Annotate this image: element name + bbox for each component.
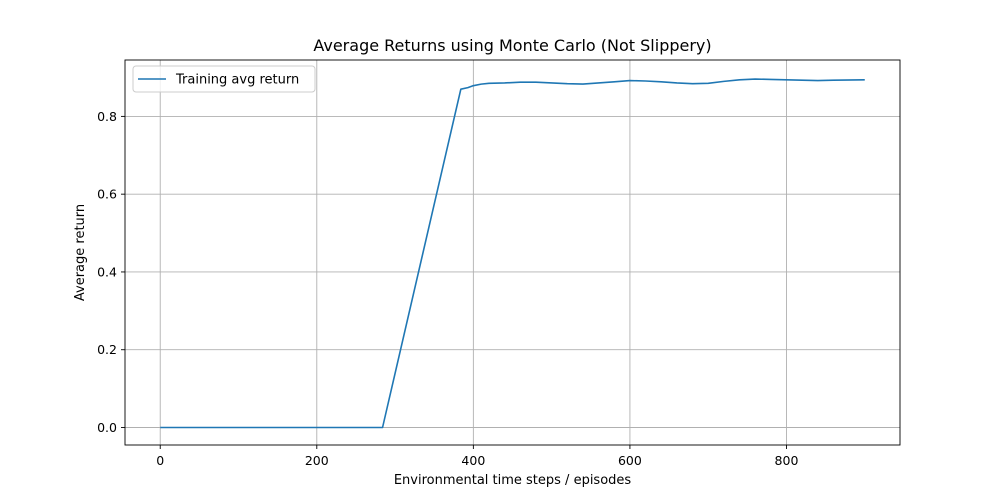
y-tick-label: 0.0 [97,420,117,435]
y-tick-label: 0.6 [97,187,117,202]
plot-frame [124,59,901,446]
x-tick-label: 200 [305,453,329,468]
y-axis-label: Average return [73,204,88,301]
series-layer [160,78,865,429]
x-tick-label: 0 [156,453,164,468]
series-line-0 [160,78,865,429]
x-tick-label: 400 [461,453,485,468]
x-tick-label: 800 [775,453,799,468]
legend-box [132,65,316,93]
y-tick-label: 0.4 [97,264,117,279]
chart-title: Average Returns using Monte Carlo (Not S… [313,36,711,55]
x-tick-label: 600 [618,453,642,468]
y-tick-label: 0.2 [97,342,117,357]
ticks: 0 200 400 600 800 0.0 0.2 0.4 0.6 0.8 [97,109,798,468]
legend: Training avg return [132,65,316,93]
legend-label: Training avg return [175,73,299,88]
x-axis-label: Environmental time steps / episodes [394,473,632,488]
y-tick-label: 0.8 [97,109,117,124]
grid [125,60,900,445]
